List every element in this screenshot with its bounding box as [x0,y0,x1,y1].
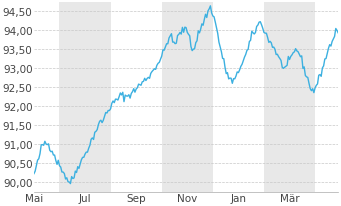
Bar [59,3,110,192]
Bar [264,3,315,192]
Bar [162,3,213,192]
